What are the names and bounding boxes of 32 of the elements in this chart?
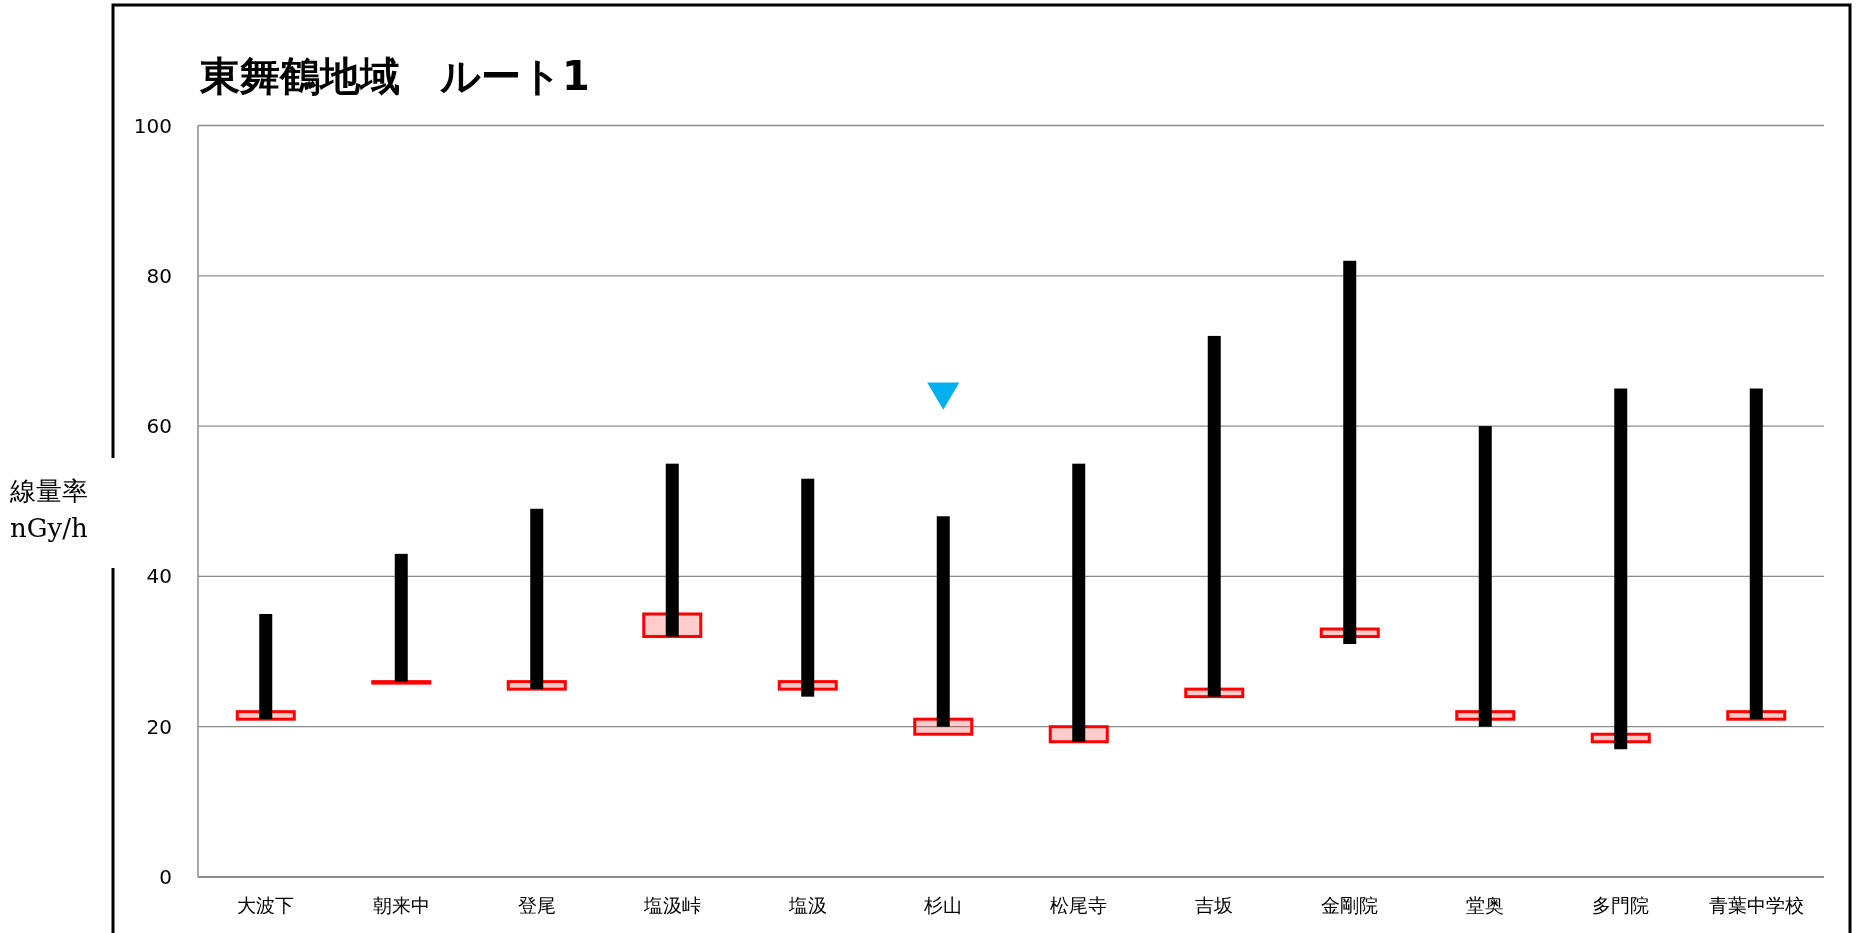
bar [1749, 388, 1763, 720]
y-axis-title: 線量率 nGy/h [9, 476, 88, 543]
bar [1614, 388, 1628, 750]
bar [1343, 260, 1357, 645]
y-tick-label: 40 [146, 564, 172, 589]
bar [1072, 463, 1086, 742]
x-tick-label: 塩汲峠 [642, 894, 701, 916]
x-tick-label: 堂奥 [1466, 894, 1505, 916]
y-tick-label: 100 [133, 113, 172, 138]
x-tick-label: 大波下 [237, 894, 295, 916]
y-tick-label: 20 [146, 714, 172, 739]
x-tick-label: 多門院 [1592, 894, 1650, 916]
x-tick-label: 吉坂 [1195, 894, 1234, 916]
x-tick-label: 杉山 [923, 894, 963, 916]
bar [801, 478, 815, 697]
bar [530, 508, 544, 690]
bar [936, 516, 950, 727]
x-tick-label: 松尾寺 [1050, 894, 1108, 916]
x-tick-label: 青葉中学校 [1708, 894, 1804, 916]
bar [394, 553, 408, 682]
x-tick-label: 金剛院 [1321, 894, 1379, 916]
bar [665, 463, 679, 637]
y-tick-label: 0 [159, 865, 172, 889]
bar [1478, 426, 1492, 727]
x-tick-label: 登尾 [517, 894, 556, 916]
y-tick-label: 80 [146, 263, 172, 288]
chart-title: 東舞鶴地域 ルート1 [199, 53, 590, 99]
bar [259, 613, 273, 720]
y-tick-label: 60 [146, 414, 172, 439]
x-tick-label: 朝来中 [372, 894, 430, 916]
bar [1207, 335, 1221, 697]
x-tick-label: 塩汲 [787, 894, 827, 916]
